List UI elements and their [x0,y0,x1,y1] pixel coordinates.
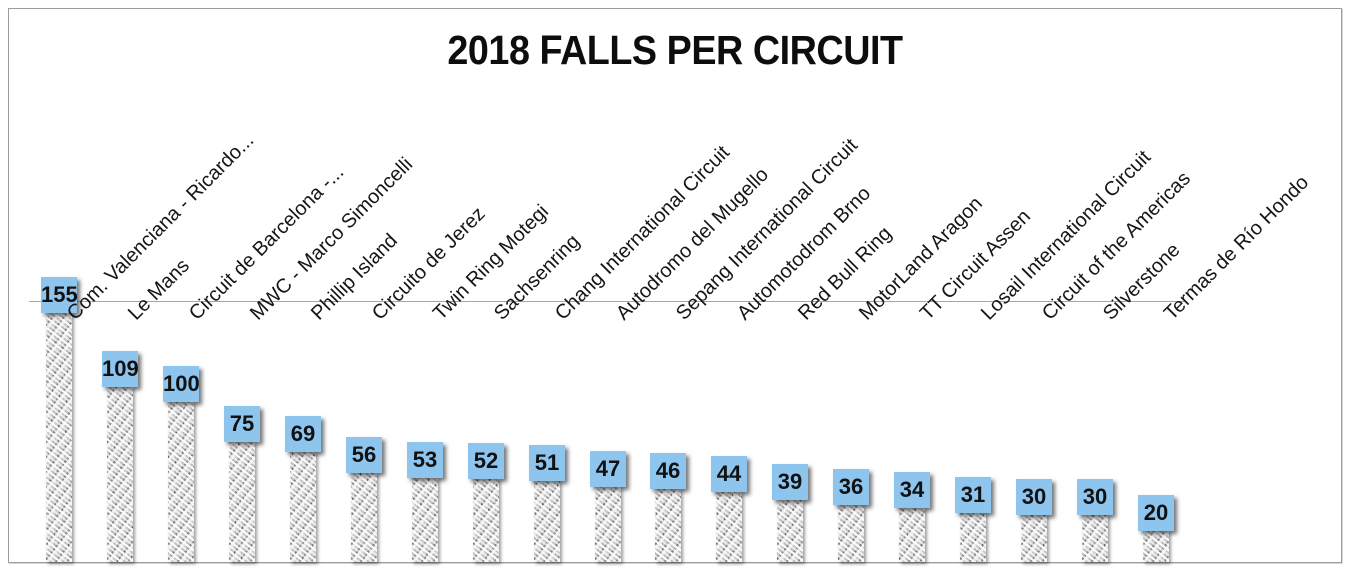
bar[interactable] [46,312,72,562]
category-axis-line [29,301,1187,302]
bar-group[interactable]: 155 [41,270,78,562]
bar-value-label: 52 [468,443,504,479]
bar[interactable] [534,480,560,562]
bar[interactable] [1082,514,1108,562]
bar-group[interactable]: 100 [163,270,200,562]
bar[interactable] [716,491,742,562]
bar-group[interactable]: 30 [1077,270,1113,562]
bar-value-label: 31 [955,477,991,513]
bar-value-label: 20 [1138,495,1174,531]
bar-group[interactable]: 31 [955,270,991,562]
bar-value-label: 100 [163,366,200,402]
bar-group[interactable]: 47 [590,270,626,562]
bar-group[interactable]: 69 [285,270,321,562]
bar-value-label: 53 [407,442,443,478]
bar-group[interactable]: 39 [772,270,808,562]
bar-value-label: 30 [1016,479,1052,515]
bar-value-label: 51 [529,445,565,481]
chart-title: 2018 FALLS PER CIRCUIT [447,27,903,73]
bar-value-label: 30 [1077,479,1113,515]
chart-frame: 2018 FALLS PER CIRCUIT 155 109 100 75 69 56 53… [8,8,1342,563]
bar-group[interactable]: 20 [1138,270,1174,562]
bar-group[interactable]: 56 [346,270,382,562]
bar[interactable] [229,441,255,562]
bar[interactable] [473,478,499,562]
plot-area: 155 109 100 75 69 56 53 52 51 47 46 44 39 36 34 31 30 30 2… [9,9,1341,562]
bar[interactable] [1021,514,1047,562]
bar[interactable] [960,512,986,562]
bar-group[interactable]: 53 [407,270,443,562]
bar-group[interactable]: 109 [102,270,139,562]
bar-group[interactable]: 46 [650,270,686,562]
bar-group[interactable]: 34 [894,270,930,562]
bar-value-label: 155 [41,277,78,313]
bar-value-label: 56 [346,437,382,473]
bar-value-label: 109 [102,351,139,387]
bar-group[interactable]: 36 [833,270,869,562]
bar-group[interactable]: 75 [224,270,260,562]
bar[interactable] [290,451,316,562]
bar[interactable] [351,472,377,562]
bar[interactable] [777,499,803,562]
bar[interactable] [655,488,681,562]
bar-value-label: 34 [894,472,930,508]
bar[interactable] [1143,530,1169,562]
bar-value-label: 44 [711,456,747,492]
bar-group[interactable]: 52 [468,270,504,562]
bar[interactable] [899,507,925,562]
bar-value-label: 36 [833,469,869,505]
bar-group[interactable]: 44 [711,270,747,562]
bar[interactable] [107,386,133,562]
bar-value-label: 75 [224,406,260,442]
bar-value-label: 47 [590,451,626,487]
bar[interactable] [412,477,438,562]
bar-group[interactable]: 51 [529,270,565,562]
bar-value-label: 69 [285,416,321,452]
bar[interactable] [168,401,194,562]
bar-value-label: 46 [650,453,686,489]
bar-value-label: 39 [772,464,808,500]
bar[interactable] [838,504,864,562]
bar[interactable] [595,486,621,562]
bar-group[interactable]: 30 [1016,270,1052,562]
